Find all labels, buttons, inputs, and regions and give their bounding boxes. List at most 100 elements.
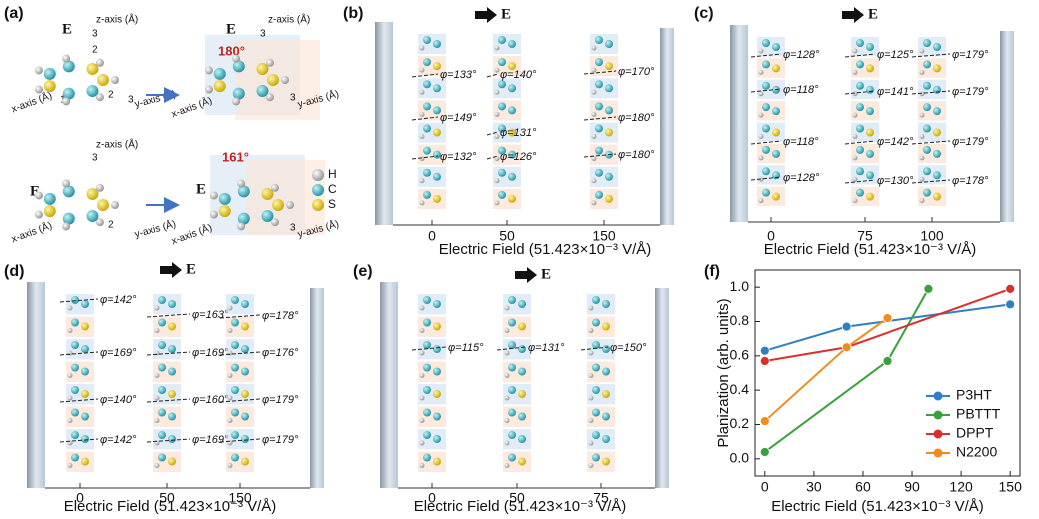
atom <box>62 212 75 225</box>
atom <box>312 184 324 196</box>
atom <box>62 87 75 100</box>
atom <box>168 435 176 443</box>
angle-label: φ=169° <box>100 347 137 359</box>
axis-tick: 3 <box>290 93 296 104</box>
ring-plane <box>503 361 531 382</box>
atom <box>270 183 279 192</box>
axis-tick: 2 <box>92 45 98 56</box>
x-tick-label: 150 <box>592 228 616 244</box>
atom <box>504 328 510 333</box>
atom <box>919 134 925 139</box>
atom <box>71 318 79 327</box>
atom <box>591 178 597 184</box>
angle-label: φ=142° <box>877 136 914 148</box>
field-arrow <box>160 262 182 278</box>
atom <box>423 296 431 304</box>
atom <box>595 124 603 133</box>
field-arrow <box>475 7 497 23</box>
dihedral-line <box>580 346 609 351</box>
y-tick-label: 0.4 <box>730 381 750 397</box>
atom <box>256 63 269 76</box>
atom <box>923 145 931 154</box>
atom <box>81 390 89 398</box>
atom <box>866 192 874 201</box>
atom <box>856 188 864 197</box>
atom <box>231 453 239 462</box>
legend-label: PBTTT <box>956 406 1001 422</box>
atom <box>919 91 925 97</box>
ring-plane <box>418 451 446 472</box>
x-axis-label: Electric Field (51.423×10⁻³ V/Å) <box>439 241 652 258</box>
atom <box>71 296 79 304</box>
atom <box>592 386 600 394</box>
atom <box>933 107 941 116</box>
ring-plane <box>493 100 521 121</box>
atom <box>419 178 425 184</box>
dihedral-line <box>411 116 439 121</box>
ring-plane <box>66 406 94 427</box>
atom <box>595 102 603 111</box>
atom <box>209 210 218 219</box>
atom <box>762 39 770 47</box>
electrode <box>310 288 324 488</box>
x-tick-label: 0 <box>761 479 769 495</box>
angle-label: φ=179° <box>262 434 299 446</box>
legend-marker <box>933 429 943 439</box>
ring-plane <box>587 316 615 337</box>
atom <box>518 345 526 353</box>
atom <box>498 168 506 177</box>
panel-label: (b) <box>343 5 363 22</box>
ring-plane <box>590 122 618 143</box>
atom <box>605 194 613 203</box>
atom <box>423 341 431 349</box>
atom <box>595 58 603 67</box>
ring-plane <box>587 429 615 450</box>
y-tick-label: 0.2 <box>730 415 750 431</box>
atom <box>498 36 506 44</box>
atom <box>43 80 56 93</box>
atom <box>866 43 874 51</box>
atom <box>97 199 109 211</box>
ring-plane <box>418 188 446 209</box>
ring-plane <box>418 78 446 99</box>
ring-plane <box>66 339 94 360</box>
atom <box>588 418 594 423</box>
atom <box>158 453 166 462</box>
atom <box>508 172 516 181</box>
atom <box>772 171 780 180</box>
atom <box>312 169 324 181</box>
y-tick-label: 0.0 <box>730 450 750 466</box>
x-axis-label: Electric Field (51.423×10⁻³ V/Å) <box>414 498 627 515</box>
dihedral-line <box>911 179 951 184</box>
atom <box>62 54 71 63</box>
angle-label: φ=142° <box>100 434 137 446</box>
angle-label: φ=142° <box>100 294 137 306</box>
angle-label: φ=131° <box>500 127 537 139</box>
atom <box>62 179 71 188</box>
atom <box>265 58 274 67</box>
atom <box>852 69 858 75</box>
dihedral-line <box>146 398 191 403</box>
atom <box>933 85 941 94</box>
ring-plane <box>226 451 254 472</box>
atom <box>923 188 931 197</box>
ring-plane <box>226 294 254 315</box>
atom <box>498 58 506 67</box>
atom <box>518 322 526 331</box>
dihedral-line <box>844 179 876 184</box>
atom <box>856 81 864 90</box>
legend-label: DPPT <box>956 425 994 441</box>
atom <box>168 322 176 331</box>
y-tick-label: 0.6 <box>730 347 750 363</box>
dihedral-line <box>59 351 99 356</box>
atom <box>261 188 274 201</box>
atom <box>933 149 941 158</box>
atom <box>504 440 510 446</box>
y-tick-label: 1.0 <box>730 278 750 294</box>
axis-label: z-axis (Å) <box>96 13 138 26</box>
atom <box>423 168 431 177</box>
atom <box>856 145 864 154</box>
atom <box>213 67 226 80</box>
atom <box>592 408 600 417</box>
atom <box>95 58 104 67</box>
